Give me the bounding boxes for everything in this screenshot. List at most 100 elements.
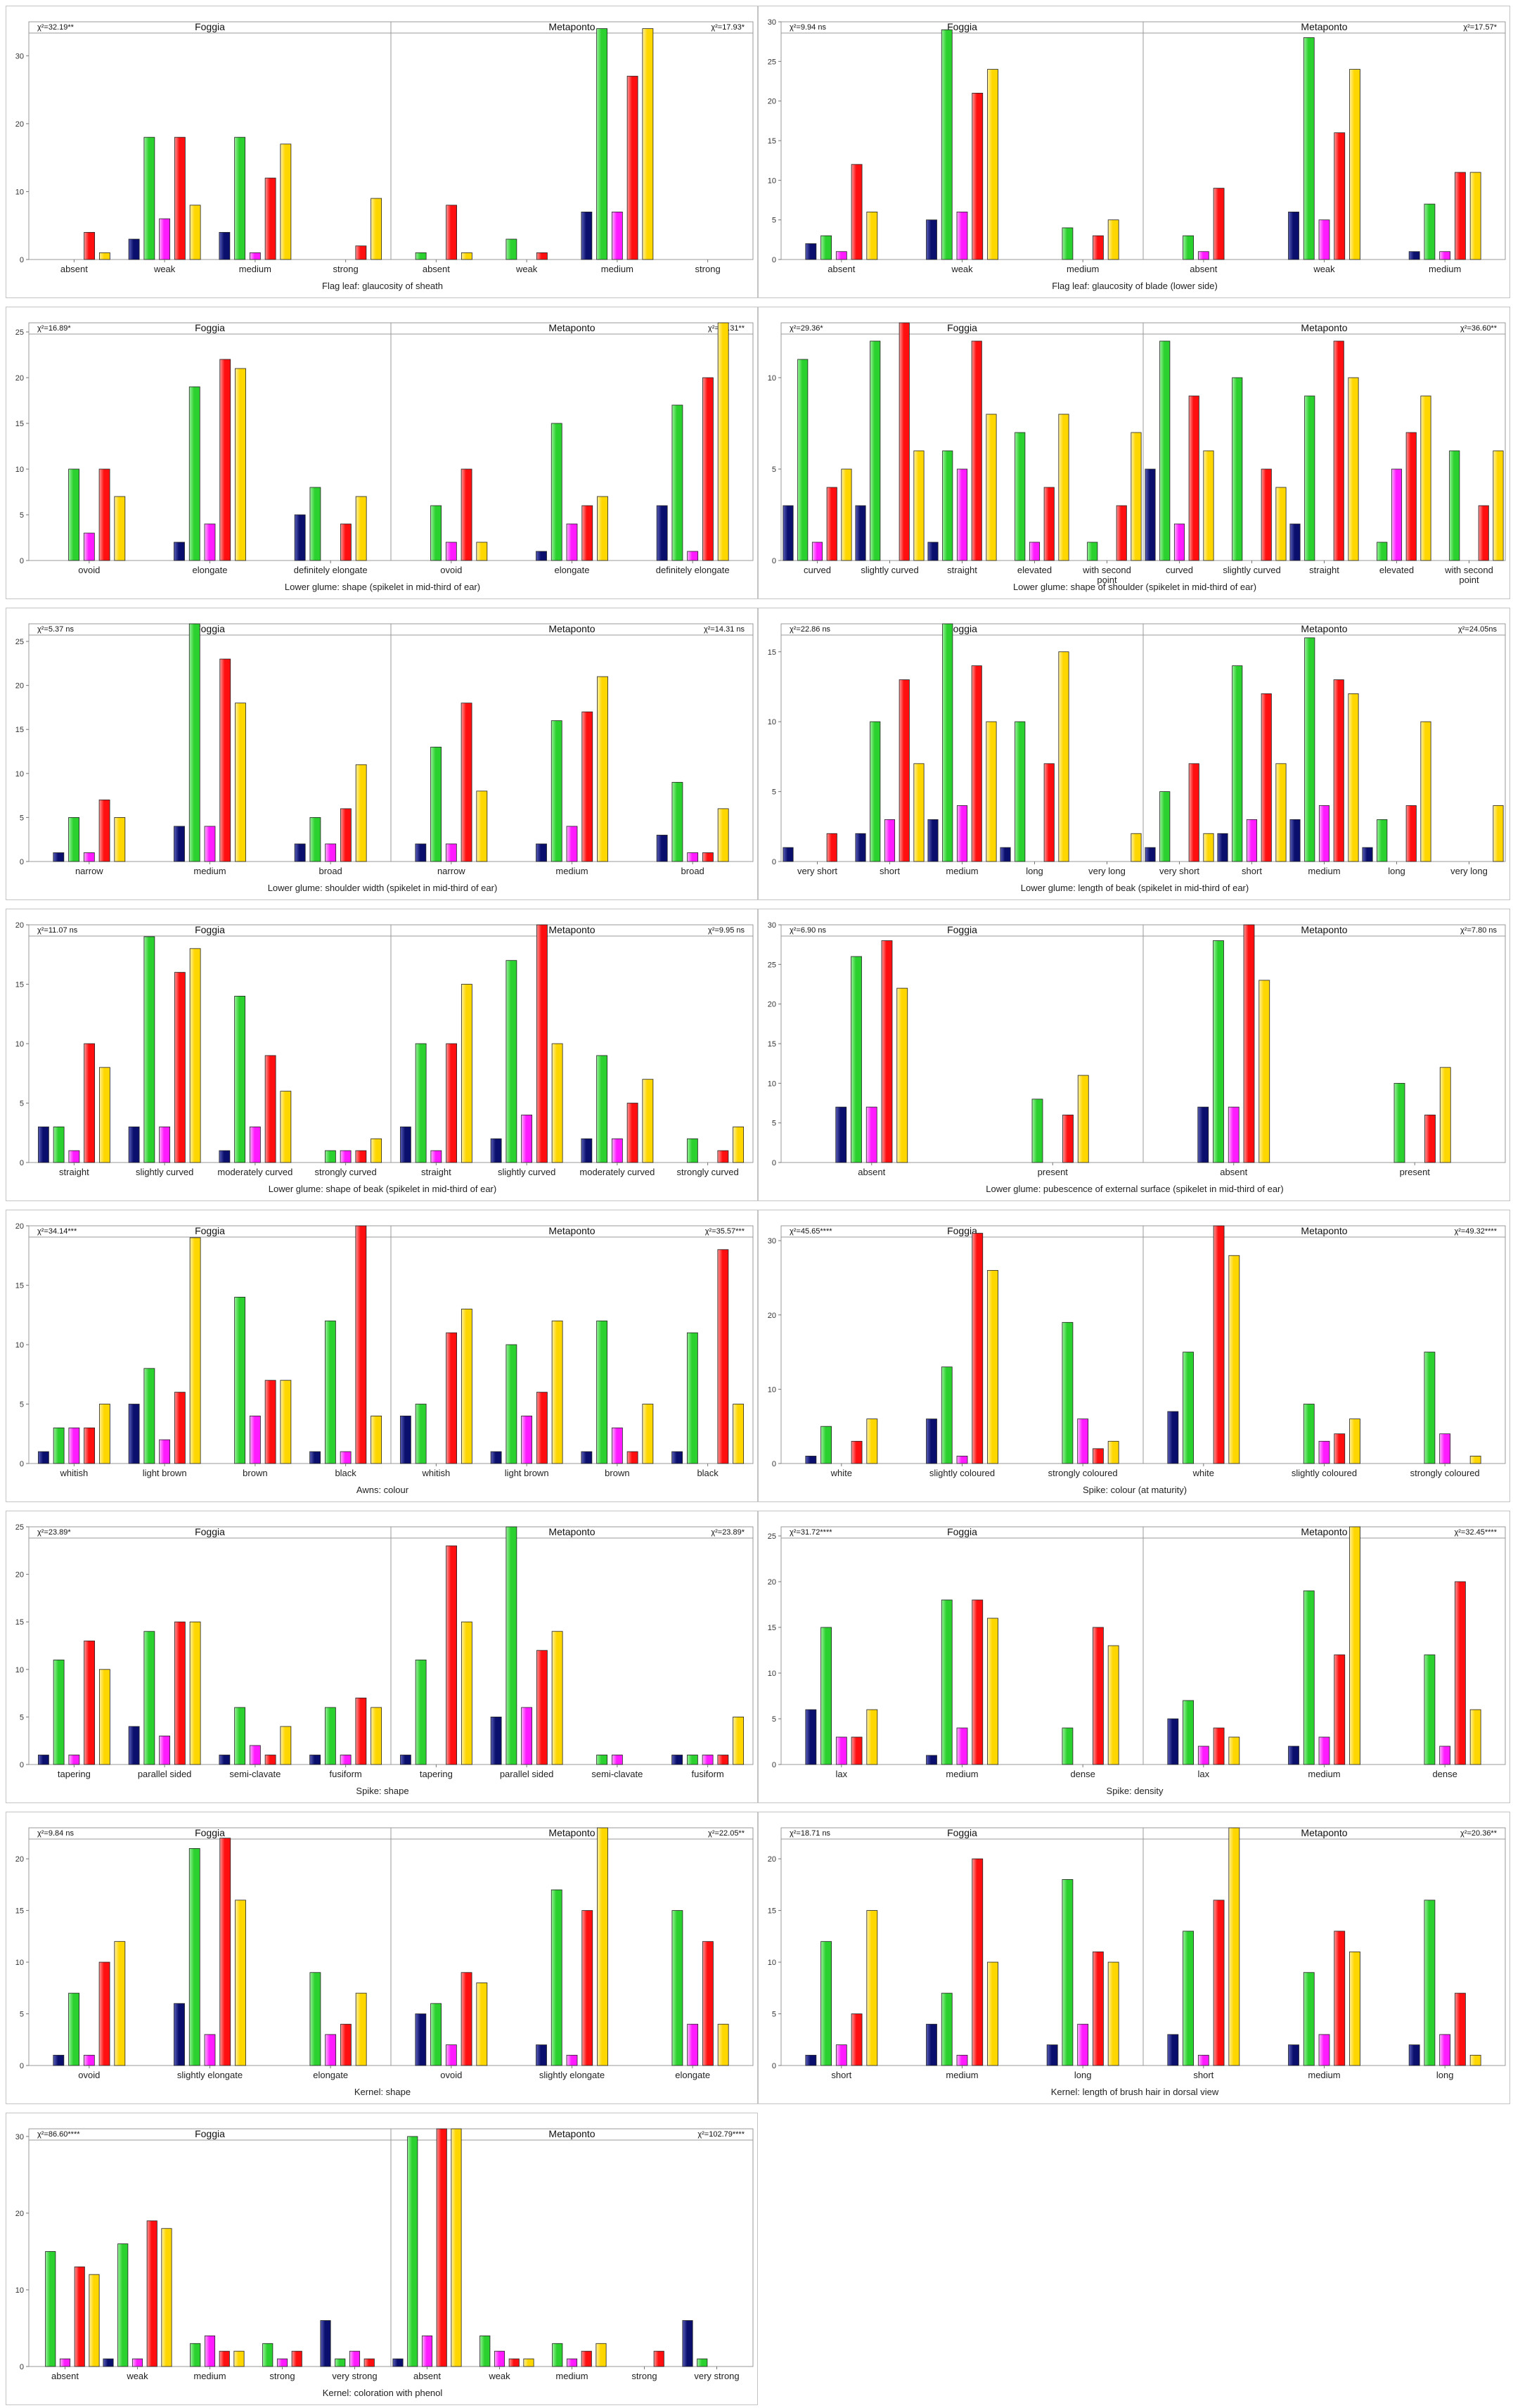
bar (309, 487, 321, 561)
bar (1062, 1727, 1074, 1765)
bar (1258, 980, 1270, 1163)
category-label: strong (333, 264, 359, 274)
bar (89, 2274, 100, 2367)
bar (1015, 721, 1026, 862)
site-label: Foggia (947, 1225, 977, 1236)
category-label: strongly curved (677, 1167, 739, 1177)
bar (926, 1418, 937, 1464)
bar (508, 2358, 520, 2367)
bar (1493, 450, 1504, 561)
bar (1405, 805, 1417, 862)
bar (490, 1716, 502, 1765)
bar (1077, 2023, 1089, 2066)
y-tick-label: 0 (772, 2062, 776, 2070)
chart-panel: 0 5 10 15 20 25 Foggia χ²=31.72**** lax medium den… (758, 1511, 1510, 1803)
bar (1469, 2054, 1481, 2066)
category-label: medium (1308, 2070, 1340, 2080)
bar (1046, 2044, 1058, 2066)
category-label: tapering (420, 1769, 453, 1779)
bar (219, 658, 231, 862)
site-label: Metaponto (1301, 1526, 1347, 1537)
category-label: point (1459, 575, 1479, 585)
bar (536, 551, 547, 561)
chi-square-label: χ²=14.31 ns (704, 625, 745, 634)
y-tick-label: 5 (20, 1100, 24, 1108)
category-label: elongate (555, 565, 590, 575)
chi-square-label: χ²=17.57* (1463, 23, 1497, 32)
chart-title: Kernel: coloration with phenol (323, 2388, 443, 2398)
bar (159, 218, 171, 260)
bar (174, 542, 185, 561)
bar (642, 1079, 654, 1163)
bar (987, 1269, 998, 1464)
chart-panel: 0 5 10 15 20 25 30 Foggia χ²=9.94 ns absent weak me… (758, 6, 1510, 298)
category-label: with second (1444, 565, 1493, 575)
bar (324, 1150, 336, 1163)
bar (1031, 1099, 1043, 1163)
bar (188, 386, 200, 561)
bar (128, 238, 140, 260)
bar (1289, 819, 1301, 862)
bar (1062, 227, 1074, 260)
category-label: long (1388, 866, 1405, 876)
y-tick-label: 20 (15, 120, 24, 129)
bar (941, 29, 953, 260)
bar (1289, 523, 1301, 561)
bar (551, 1889, 562, 2066)
bar (234, 136, 246, 260)
chi-square-label: χ²=36.60** (1460, 324, 1498, 333)
chart-title: Spike: density (1107, 1786, 1164, 1796)
site-label: Metaponto (1301, 1225, 1347, 1236)
y-tick-label: 20 (768, 1855, 776, 1864)
bar (611, 1755, 623, 1765)
category-label: short (1193, 2070, 1213, 2080)
bar (188, 1847, 200, 2066)
bar (855, 833, 866, 862)
bar (143, 1368, 155, 1464)
y-tick-label: 0 (772, 557, 776, 565)
bar (733, 1716, 745, 1765)
bar (1288, 1746, 1299, 1765)
bar (805, 1709, 817, 1765)
bar (219, 359, 231, 561)
bar (1093, 235, 1104, 260)
chi-square-label: χ²=9.95 ns (708, 926, 745, 935)
chi-square-label: χ²=35.57*** (705, 1227, 745, 1236)
bar (1029, 542, 1041, 561)
bar (1232, 377, 1243, 561)
bar (1062, 1321, 1074, 1464)
category-label: ovoid (78, 565, 100, 575)
y-tick-label: 5 (772, 217, 776, 225)
bar (1228, 1255, 1240, 1464)
bar (174, 972, 186, 1163)
bar (820, 1426, 832, 1464)
y-tick-label: 0 (20, 2363, 24, 2371)
category-label: strongly coloured (1048, 1468, 1118, 1478)
bar (1333, 679, 1344, 862)
y-tick-label: 10 (768, 1959, 776, 1967)
bar (717, 808, 729, 862)
category-label: very strong (332, 2371, 377, 2381)
bar (805, 243, 817, 260)
bar (1303, 37, 1315, 260)
bar (335, 2358, 346, 2367)
bar (1213, 1900, 1225, 2066)
bar (506, 1526, 517, 1765)
bar (552, 2343, 563, 2367)
category-label: medium (1308, 1769, 1340, 1779)
chart-panel: 0 5 10 15 20 Foggia χ²=9.84 ns ovoid slightly el… (6, 1812, 758, 2104)
bar (128, 1126, 140, 1163)
category-label: medium (946, 1769, 978, 1779)
bar (309, 817, 321, 862)
category-label: medium (193, 2371, 226, 2381)
y-tick-label: 5 (20, 1401, 24, 1409)
chart-panel: 0 5 10 15 20 Foggia χ²=18.71 ns short medium long… (758, 1812, 1510, 2104)
y-tick-label: 30 (768, 1237, 776, 1245)
bar (1493, 805, 1504, 862)
y-tick-label: 10 (15, 1040, 24, 1049)
bar (1275, 487, 1287, 561)
bar (820, 1941, 832, 2066)
category-label: slightly elongate (177, 2070, 243, 2080)
chart-title: Lower glume: length of beak (spikelet in… (1021, 883, 1249, 893)
bar (355, 764, 367, 862)
